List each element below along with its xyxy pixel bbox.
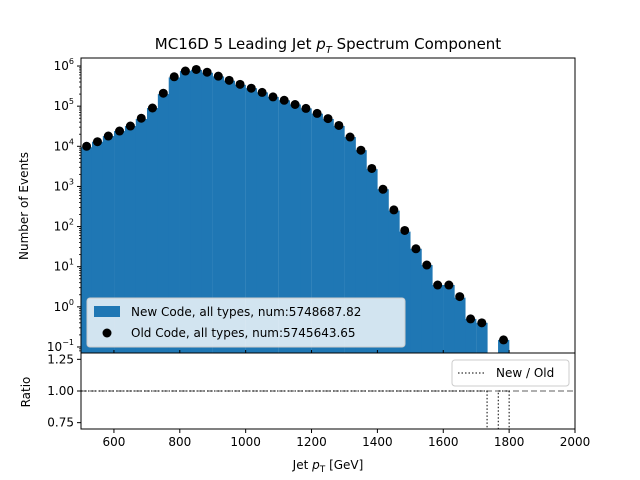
data-point: [301, 104, 310, 113]
main-y-axis-ticks: 106 105 104 103 102 101 100 10−1: [47, 57, 81, 354]
data-point: [280, 96, 289, 105]
data-point: [115, 127, 124, 136]
ratio-y-axis-ticks: 0.75 1.00 1.25: [47, 352, 81, 429]
histogram-bar: [465, 319, 476, 353]
data-point: [258, 88, 267, 97]
data-point: [214, 72, 223, 81]
histogram-bar: [410, 249, 421, 353]
ratio-legend: New / Old: [452, 360, 569, 386]
data-point: [356, 146, 365, 155]
ratio-plot-panel: 0.75 1.00 1.25 600 800 1000 1200 1400 1600 1800 2…: [19, 350, 590, 475]
main-legend: New Code, all types, num:5748687.82 Old …: [87, 298, 405, 347]
data-point: [82, 142, 91, 151]
data-point: [422, 261, 431, 270]
data-point: [334, 121, 343, 130]
x-tick-label: 1400: [362, 435, 393, 449]
data-point: [192, 65, 201, 74]
main-plot-panel: 106 105 104 103 102 101 100 10−1 Number of Even…: [17, 57, 575, 354]
legend-label-new-code: New Code, all types, num:5748687.82: [131, 305, 361, 319]
ratio-y-tick-label: 1.00: [47, 384, 74, 398]
y-tick-label: 100: [54, 298, 74, 314]
x-axis-label: Jet pT [GeV]: [292, 458, 364, 475]
y-tick-label: 102: [54, 218, 74, 234]
x-tick-label: 1000: [230, 435, 261, 449]
data-point: [378, 185, 387, 194]
data-point: [148, 103, 157, 112]
x-tick-label: 1600: [428, 435, 459, 449]
ratio-legend-label: New / Old: [496, 366, 554, 380]
histogram-bar: [443, 285, 454, 353]
data-point: [411, 244, 420, 253]
histogram-bar: [454, 298, 465, 353]
data-point: [126, 122, 135, 131]
x-tick-label: 800: [168, 435, 191, 449]
data-point: [444, 281, 453, 290]
y-tick-label: 104: [54, 137, 74, 153]
histogram-bar: [421, 265, 432, 353]
data-point: [389, 205, 398, 214]
legend-marker-old-code: [103, 329, 112, 338]
data-point: [236, 80, 245, 89]
data-point: [324, 114, 333, 123]
data-point: [269, 92, 278, 101]
x-tick-label: 1200: [296, 435, 327, 449]
x-tick-label: 2000: [560, 435, 591, 449]
data-point: [159, 89, 168, 98]
y-tick-label: 105: [54, 97, 74, 113]
data-point: [104, 132, 113, 141]
histogram-bar: [432, 285, 443, 353]
data-point: [477, 318, 486, 327]
y-tick-label: 106: [54, 57, 74, 73]
x-tick-label: 600: [102, 435, 125, 449]
ratio-y-tick-label: 1.25: [47, 352, 74, 366]
data-point: [455, 292, 464, 301]
data-point: [291, 100, 300, 109]
data-point: [346, 133, 355, 142]
data-point: [499, 335, 508, 344]
data-point: [400, 226, 409, 235]
legend-swatch-new-code: [94, 306, 120, 317]
y-tick-label: 103: [54, 177, 74, 193]
histogram-bar: [476, 323, 487, 353]
x-tick-label: 1800: [494, 435, 525, 449]
data-point: [93, 137, 102, 146]
data-point: [181, 67, 190, 76]
main-y-axis-label: Number of Events: [17, 152, 31, 260]
data-point: [367, 164, 376, 173]
data-point: [203, 68, 212, 77]
data-point: [247, 84, 256, 93]
data-point: [466, 314, 475, 323]
y-tick-label: 101: [54, 258, 74, 274]
data-point: [170, 72, 179, 81]
data-point: [137, 114, 146, 123]
data-point: [433, 281, 442, 290]
ratio-y-axis-label: Ratio: [19, 377, 33, 408]
data-point: [225, 76, 234, 85]
chart-title: MC16D 5 Leading Jet pT Spectrum Componen…: [155, 35, 502, 56]
legend-label-old-code: Old Code, all types, num:5745643.65: [131, 326, 356, 340]
ratio-y-tick-label: 0.75: [47, 416, 74, 430]
data-point: [313, 109, 322, 118]
